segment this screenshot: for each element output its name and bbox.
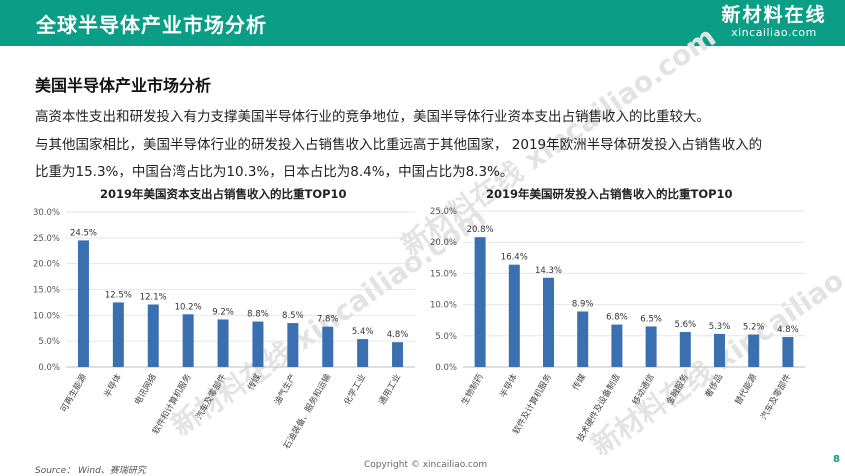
paragraph-1: 高资本性支出和研发投入有力支撑美国半导体行业的竞争地位，美国半导体行业资本支出占… xyxy=(35,109,710,125)
category-label: 传媒 xyxy=(246,372,264,393)
data-label: 6.8% xyxy=(606,313,628,323)
source-note: Source： Wind、赛瑞研究 xyxy=(35,466,146,476)
bar xyxy=(714,333,725,367)
data-label: 20.8% xyxy=(467,225,494,235)
bar xyxy=(508,264,520,367)
category-label: 替代能源 xyxy=(733,372,760,407)
bar xyxy=(543,277,554,367)
category-label: 半导体 xyxy=(498,372,521,400)
data-label: 5.3% xyxy=(709,322,731,332)
bar xyxy=(252,321,264,367)
chart-title-capex: 2019年美国资本支出占销售收入的比重TOP10 xyxy=(100,187,347,201)
bar xyxy=(611,324,623,367)
category-label: 金融服务 xyxy=(664,372,691,407)
bar xyxy=(782,337,794,367)
rnd-bar-chart: 0.0% 5.0% 10.0% 15.0% 20.0% 25.0% 20.8% 生物制药 16.… xyxy=(430,207,805,444)
data-label: 4.8% xyxy=(387,330,409,340)
bar xyxy=(645,326,657,367)
copyright-text: Copyright © xincailiao.com xyxy=(364,460,488,470)
bar xyxy=(182,314,194,367)
bar xyxy=(357,339,369,367)
data-label: 16.4% xyxy=(501,253,528,263)
data-label: 6.5% xyxy=(640,314,662,324)
category-label: 汽车及零部件 xyxy=(758,372,793,422)
bar xyxy=(392,342,404,367)
logo-sub-text: xincailiao.com xyxy=(731,26,817,39)
y-tick-label: 20.0% xyxy=(430,238,457,248)
data-label: 10.2% xyxy=(175,302,202,312)
y-tick-label: 15.0% xyxy=(33,286,60,296)
category-label: 可再生能源 xyxy=(58,372,89,415)
page-title: 全球半导体产业市场分析 xyxy=(36,13,267,37)
bar xyxy=(112,302,124,367)
bar xyxy=(679,332,691,367)
data-label: 9.2% xyxy=(212,307,234,317)
data-label: 12.1% xyxy=(140,292,167,302)
data-label: 4.8% xyxy=(777,325,799,335)
capex-bar-chart: 0.0% 5.0% 10.0% 15.0% 20.0% 25.0% 30.0% 24.5% 可再… xyxy=(33,208,415,451)
category-label: 通用工业 xyxy=(377,372,404,407)
data-label: 24.5% xyxy=(70,228,97,238)
y-tick-label: 5.0% xyxy=(38,337,60,347)
data-label: 5.2% xyxy=(743,323,765,333)
category-label: 奢侈品 xyxy=(703,372,725,400)
data-label: 5.4% xyxy=(352,327,374,337)
brand-logo: 新材料在线 xincailiao.com xyxy=(719,4,829,44)
section-title: 美国半导体产业市场分析 xyxy=(35,76,212,95)
bar xyxy=(77,240,89,367)
bar xyxy=(474,237,486,367)
category-label: 软件和计算机服务 xyxy=(150,372,194,437)
category-label: 化学工业 xyxy=(342,372,369,407)
y-tick-label: 0.0% xyxy=(435,363,457,373)
y-tick-label: 20.0% xyxy=(33,260,60,270)
y-tick-label: 25.0% xyxy=(430,207,457,217)
chart-title-rnd: 2019年美国研发投入占销售收入的比重TOP10 xyxy=(486,187,733,201)
paragraph-2: 与其他国家相比，美国半导体行业的研发投入占销售收入比重远高于其他国家， 2019… xyxy=(35,137,763,153)
data-label: 5.6% xyxy=(674,320,696,330)
page-number: 8 xyxy=(833,454,840,465)
bar xyxy=(217,319,229,367)
bar xyxy=(147,304,159,367)
bar xyxy=(748,334,760,367)
data-label: 12.5% xyxy=(105,290,132,300)
bar xyxy=(287,323,299,367)
logo-main-text: 新材料在线 xyxy=(721,4,827,26)
header-bar: 全球半导体产业市场分析 新材料在线 xincailiao.com xyxy=(0,0,845,46)
y-tick-label: 10.0% xyxy=(33,311,60,321)
category-label: 汽车及零部件 xyxy=(194,372,229,422)
bar xyxy=(322,326,334,367)
category-label: 半导体 xyxy=(102,372,125,400)
bar xyxy=(577,311,589,367)
data-label: 8.8% xyxy=(247,310,269,320)
paragraph-3: 比重为15.3%，中国台湾占比为10.3%，日本占比为8.4%，中国占比为8.3… xyxy=(35,164,514,180)
y-tick-label: 30.0% xyxy=(33,208,60,218)
y-tick-label: 5.0% xyxy=(435,332,457,342)
y-tick-label: 0.0% xyxy=(38,363,60,373)
data-label: 8.5% xyxy=(282,311,304,321)
y-tick-label: 10.0% xyxy=(430,301,457,311)
category-label: 电讯网络 xyxy=(132,372,159,407)
category-label: 生物制药 xyxy=(459,372,486,407)
data-label: 14.3% xyxy=(535,266,562,276)
data-label: 8.9% xyxy=(572,299,594,309)
category-label: 移动通信 xyxy=(630,372,657,407)
y-tick-label: 25.0% xyxy=(33,234,60,244)
category-label: 传媒 xyxy=(570,372,588,393)
y-tick-label: 15.0% xyxy=(430,269,457,279)
data-label: 7.8% xyxy=(317,315,339,325)
category-label: 油气生产 xyxy=(272,372,299,407)
